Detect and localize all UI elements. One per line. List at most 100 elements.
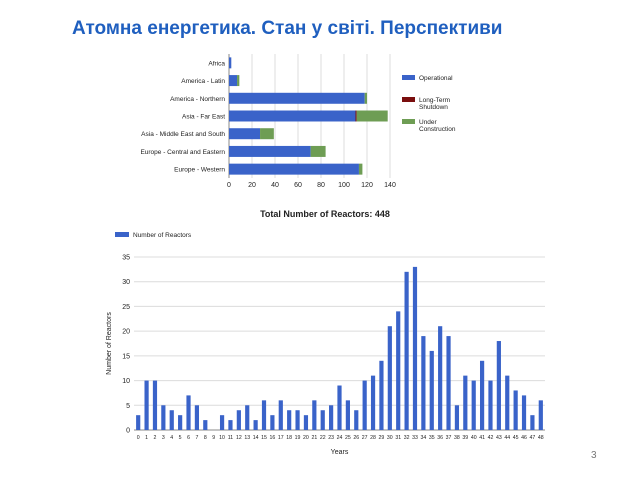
y-tick-label: 25 [122,304,130,311]
bar [463,375,468,430]
x-tick-label: 37 [446,435,452,441]
bar-segment [310,145,326,157]
x-tick-label: 3 [162,435,165,441]
bar [370,375,376,430]
bar [152,380,158,430]
x-tick-label: 16 [270,435,276,441]
bar [354,410,359,430]
x-tick-label: 38 [454,435,460,441]
x-tick-label: 19 [295,435,301,441]
bar-segment [229,110,356,122]
y-tick-label: 20 [122,329,130,336]
x-tick-label: 18 [286,435,292,441]
legend-label: Under Construction [419,119,456,133]
x-tick-label: 120 [361,182,373,189]
x-tick-label: 31 [395,435,401,441]
bar [270,415,275,430]
bar [505,375,510,430]
legend-swatch [115,232,129,237]
bar-segment [229,163,359,175]
x-tick-label: 35 [429,435,435,441]
chart-title: Total Number of Reactors: 448 [260,209,390,219]
x-tick-label: 17 [278,435,284,441]
y-tick-label: 30 [122,279,130,286]
x-tick-label: 47 [530,435,536,441]
bar [236,410,241,430]
y-tick-label: 0 [126,428,130,435]
x-tick-label: 14 [253,435,259,441]
x-tick-label: 22 [320,435,326,441]
bar [454,405,460,430]
x-tick-label: 11 [228,435,233,441]
x-tick-label: 140 [384,182,396,189]
x-tick-label: 2 [154,435,157,441]
x-tick-label: 7 [195,435,198,441]
bar [538,400,543,430]
bar-segment [229,75,238,87]
y-axis-title: Number of Reactors [106,312,113,375]
bar [303,415,309,430]
x-tick-label: 12 [236,435,242,441]
legend-label: Operational [419,75,453,82]
page-number: 3 [591,450,597,461]
x-tick-label: 43 [496,435,502,441]
bar [496,341,501,430]
bar [219,415,225,430]
x-tick-label: 30 [387,435,393,441]
category-label: Europe - Western [174,167,225,174]
bar [412,266,418,430]
bar [513,390,518,430]
bar-segment [355,110,357,122]
bar [530,415,535,430]
legend-swatch [402,97,415,102]
slide-title: Атомна енергетика. Стан у світі. Перспек… [72,18,503,39]
bar [446,336,451,430]
bar [178,415,183,430]
bar-segment [358,163,363,175]
bar [136,415,141,430]
x-tick-label: 25 [345,435,351,441]
bar [253,420,258,430]
y-tick-label: 5 [126,403,130,410]
x-tick-label: 27 [362,435,368,441]
bar-segment [229,57,232,69]
bar [186,395,191,430]
y-tick-label: 15 [122,353,130,360]
bar-segment [356,110,388,122]
x-tick-label: 23 [328,435,334,441]
bar [379,360,384,430]
legend-swatch [402,75,415,80]
x-tick-label: 8 [204,435,207,441]
x-tick-label: 40 [471,435,477,441]
category-label: Europe - Central and Eastern [140,149,225,156]
x-tick-label: 36 [437,435,443,441]
x-tick-label: 100 [338,182,350,189]
x-axis-title: Years [331,449,349,456]
bar [320,410,325,430]
x-tick-label: 46 [521,435,527,441]
bar-segment [229,145,311,157]
legend-label: Number of Reactors [133,232,192,239]
x-tick-label: 15 [261,435,267,441]
x-tick-label: 41 [479,435,485,441]
x-tick-label: 33 [412,435,418,441]
x-tick-label: 6 [187,435,190,441]
y-tick-label: 35 [122,255,130,262]
x-tick-label: 80 [317,182,325,189]
bar [329,405,334,430]
x-tick-label: 32 [404,435,410,441]
y-tick-label: 10 [122,378,130,385]
bar [228,420,233,430]
x-tick-label: 9 [212,435,215,441]
x-tick-label: 34 [420,435,426,441]
x-tick-label: 29 [379,435,385,441]
bar [438,326,443,430]
category-label: Asia - Far East [182,114,225,121]
x-tick-label: 0 [137,435,140,441]
bar [479,360,485,430]
x-tick-label: 39 [462,435,468,441]
bar [161,405,166,430]
bar [396,311,401,430]
x-tick-label: 21 [311,435,317,441]
bar [144,380,149,430]
